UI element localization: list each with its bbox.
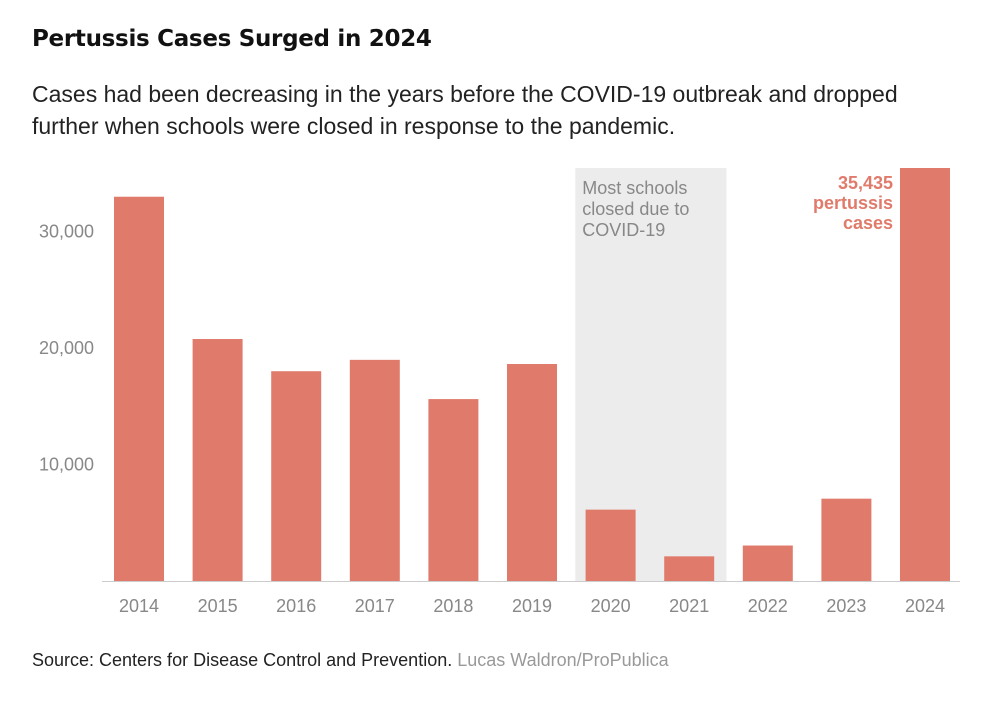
x-tick-label: 2021 — [669, 596, 709, 616]
x-tick-label: 2014 — [119, 596, 159, 616]
bar-2024 — [900, 168, 950, 581]
covid-note-line: Most schools — [582, 178, 687, 198]
bar-2021 — [664, 556, 715, 581]
covid-note-line: COVID-19 — [582, 220, 665, 240]
chart-title: Pertussis Cases Surged in 2024 — [32, 26, 432, 52]
bar-2023 — [821, 498, 872, 581]
bar-2022 — [742, 545, 793, 581]
bar-2017 — [349, 359, 400, 581]
callout-line: pertussis — [813, 193, 893, 213]
y-tick-label: 30,000 — [39, 221, 94, 241]
credit-note: Lucas Waldron/ProPublica — [457, 650, 669, 670]
chart-subtitle: Cases had been decreasing in the years b… — [32, 81, 898, 139]
callout-line: cases — [843, 213, 893, 233]
bar-2019 — [507, 364, 557, 581]
y-tick-label: 20,000 — [39, 338, 94, 358]
x-tick-label: 2015 — [198, 596, 238, 616]
x-tick-label: 2024 — [905, 596, 945, 616]
bar-2018 — [428, 399, 479, 581]
bar-2015 — [192, 339, 243, 581]
bar-2020 — [585, 509, 636, 581]
x-tick-label: 2018 — [433, 596, 473, 616]
covid-note-line: closed due to — [582, 199, 689, 219]
y-tick-label: 10,000 — [39, 454, 94, 474]
x-tick-label: 2020 — [591, 596, 631, 616]
x-tick-label: 2016 — [276, 596, 316, 616]
x-tick-label: 2023 — [826, 596, 866, 616]
footer: Source: Centers for Disease Control and … — [32, 650, 669, 671]
callout-line: 35,435 — [838, 173, 893, 193]
x-tick-label: 2019 — [512, 596, 552, 616]
bar-2014 — [114, 196, 164, 582]
x-tick-label: 2022 — [748, 596, 788, 616]
x-tick-label: 2017 — [355, 596, 395, 616]
source-note: Source: Centers for Disease Control and … — [32, 650, 453, 670]
bar-2016 — [271, 371, 322, 581]
